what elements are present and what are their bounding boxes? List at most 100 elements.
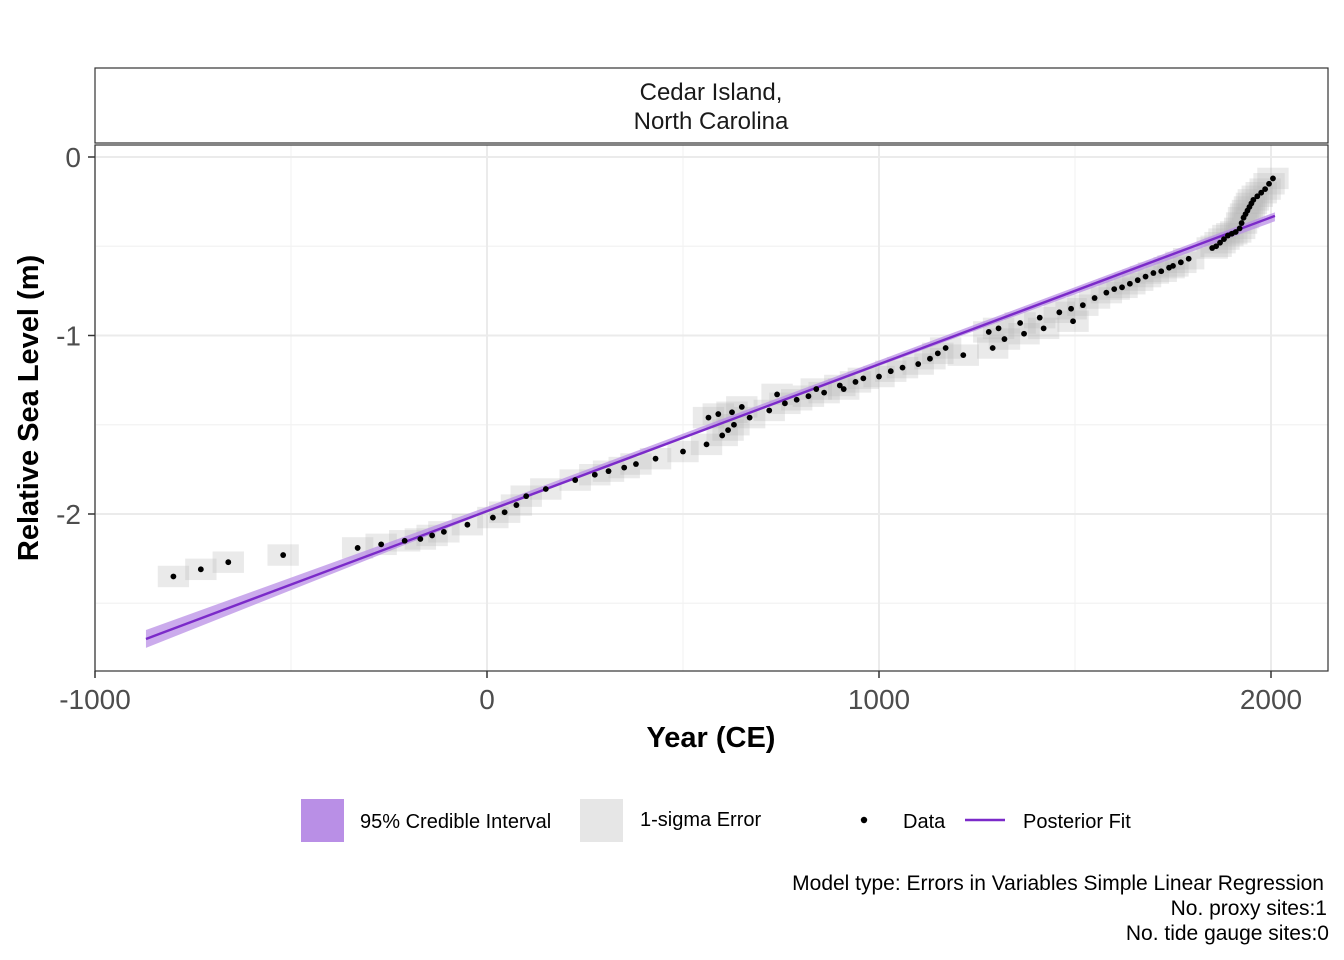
data-point xyxy=(1258,189,1265,196)
data-point xyxy=(1091,295,1098,301)
data-point xyxy=(1177,259,1184,266)
data-point xyxy=(840,386,847,392)
data-point xyxy=(766,407,773,414)
data-point xyxy=(1070,318,1076,325)
x-axis-title: Year (CE) xyxy=(647,722,776,754)
y-axis: 0 -1 -2 xyxy=(56,142,95,530)
data-point xyxy=(934,350,941,357)
data-point xyxy=(489,514,496,521)
data-point xyxy=(354,545,361,551)
data-point xyxy=(1119,284,1125,291)
data-points xyxy=(170,175,1276,580)
data-point xyxy=(782,400,788,407)
data-point xyxy=(440,528,447,535)
data-point xyxy=(774,391,780,398)
y-tick-label: 0 xyxy=(65,142,81,173)
data-point xyxy=(572,477,579,483)
data-point xyxy=(960,352,967,359)
x-axis: -1000 0 1000 2000 xyxy=(59,671,1302,715)
data-point xyxy=(1134,277,1141,284)
data-point xyxy=(899,364,906,371)
x-tick-label: 2000 xyxy=(1240,684,1302,715)
data-point xyxy=(1040,325,1047,332)
legend-key-data xyxy=(860,816,868,824)
data-point xyxy=(942,345,949,351)
data-point xyxy=(1185,255,1192,262)
data-point xyxy=(464,521,471,528)
data-point xyxy=(1213,243,1220,250)
facet-strip xyxy=(94,67,1329,144)
data-point xyxy=(1142,273,1149,280)
data-point xyxy=(738,404,745,410)
x-tick-label: 1000 xyxy=(848,684,910,715)
data-point xyxy=(652,455,659,462)
facet-title-line-1: Cedar Island, xyxy=(640,79,783,106)
data-point xyxy=(280,552,287,558)
data-point xyxy=(731,421,737,428)
data-point xyxy=(621,464,628,471)
data-point xyxy=(1036,314,1043,321)
data-point xyxy=(1150,270,1157,276)
y-tick-label: -1 xyxy=(56,321,81,352)
data-point xyxy=(401,537,408,544)
legend-key-credible-interval xyxy=(301,799,344,842)
data-point xyxy=(378,541,385,548)
data-point xyxy=(860,375,867,382)
data-point xyxy=(927,355,933,362)
data-point xyxy=(989,345,996,351)
data-point xyxy=(1021,330,1027,337)
legend-label-fit: Posterior Fit xyxy=(1023,811,1131,833)
data-point xyxy=(1232,229,1239,235)
data-point xyxy=(605,468,612,475)
posterior-fit-line xyxy=(145,214,1276,641)
data-point xyxy=(821,389,828,396)
data-point xyxy=(1126,280,1133,287)
data-point xyxy=(915,361,922,367)
data-point xyxy=(1158,268,1165,275)
data-point xyxy=(876,373,882,380)
data-point xyxy=(429,532,436,539)
data-point xyxy=(591,471,598,478)
data-point xyxy=(995,325,1002,332)
legend-label-data: Data xyxy=(903,811,946,833)
data-point xyxy=(1262,186,1269,193)
y-tick-label: -2 xyxy=(56,499,81,530)
caption-line-1: Model type: Errors in Variables Simple L… xyxy=(792,872,1324,895)
data-point xyxy=(1236,225,1243,232)
data-point xyxy=(1001,336,1008,342)
data-point xyxy=(719,432,726,439)
caption-line-2: No. proxy sites:1 xyxy=(1171,897,1327,920)
x-tick-label: -1000 xyxy=(59,684,131,715)
data-point xyxy=(1221,236,1227,243)
legend-label-error: 1-sigma Error xyxy=(640,809,761,831)
data-point xyxy=(705,414,712,421)
data-point xyxy=(985,329,992,335)
data-point xyxy=(1266,180,1272,187)
data-point xyxy=(805,393,812,400)
y-axis-title: Relative Sea Level (m) xyxy=(13,255,45,561)
data-point xyxy=(542,486,549,492)
facet-title-line-2: North Carolina xyxy=(634,108,789,135)
data-point xyxy=(1250,196,1257,203)
data-point xyxy=(197,566,204,573)
data-point xyxy=(1238,220,1245,226)
data-point xyxy=(523,493,530,500)
data-point xyxy=(513,502,520,508)
data-point xyxy=(1056,309,1063,316)
legend-key-error xyxy=(580,799,623,842)
data-point xyxy=(680,448,686,455)
data-point xyxy=(1254,193,1261,200)
legend-label-credible-interval: 95% Credible Interval xyxy=(360,811,551,833)
data-point xyxy=(836,382,843,389)
x-tick-label: 0 xyxy=(479,684,495,715)
data-point xyxy=(633,461,639,467)
data-point xyxy=(813,386,820,392)
caption-line-3: No. tide gauge sites:0 xyxy=(1126,922,1329,945)
data-point xyxy=(225,559,232,566)
data-point xyxy=(852,379,859,385)
data-point xyxy=(1270,175,1276,182)
data-point xyxy=(170,573,177,580)
posterior-fit xyxy=(145,214,1276,641)
data-point xyxy=(1017,320,1024,326)
